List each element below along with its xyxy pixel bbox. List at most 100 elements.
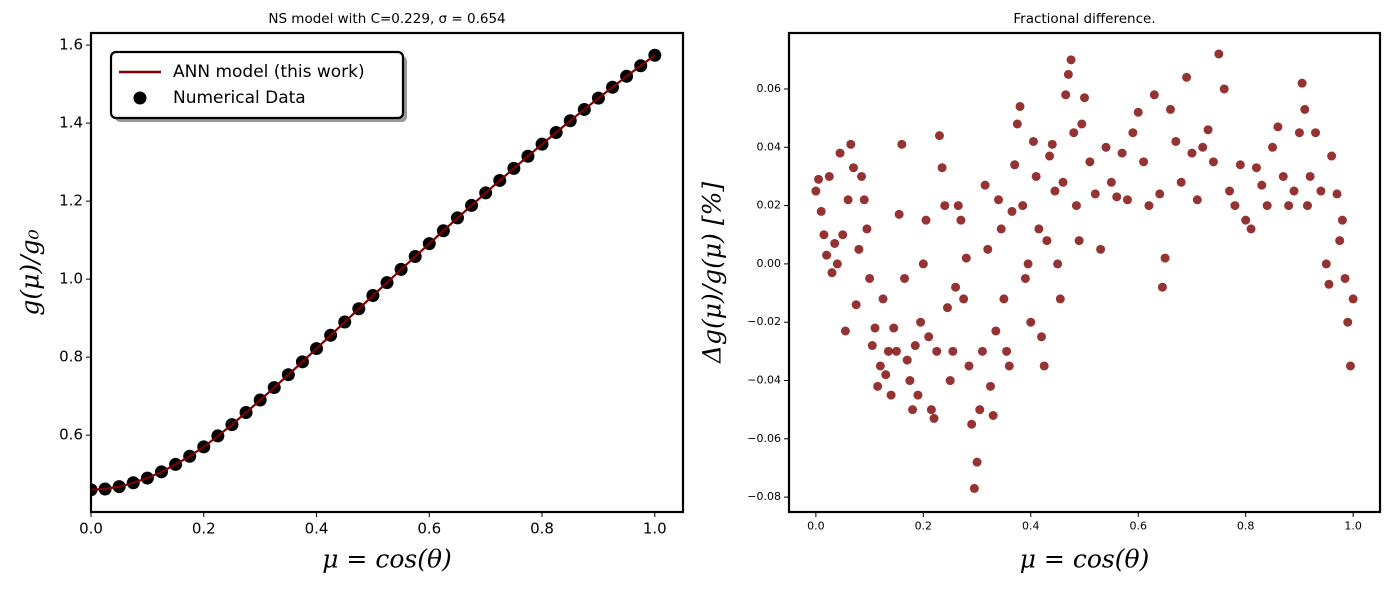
scatter-point <box>977 346 987 356</box>
scatter-point <box>1090 189 1100 199</box>
scatter-point <box>1302 201 1312 211</box>
scatter-point <box>1117 148 1127 158</box>
scatter-point <box>1268 142 1278 152</box>
y-tick-label: 0.00 <box>757 257 782 270</box>
scatter-point <box>1122 195 1132 205</box>
scatter-point <box>1045 151 1055 161</box>
scatter-point <box>840 326 850 336</box>
scatter-point <box>827 268 837 278</box>
scatter-point <box>838 230 848 240</box>
scatter-point <box>1160 253 1170 263</box>
scatter-point <box>1340 273 1350 283</box>
scatter-point <box>835 148 845 158</box>
scatter-point <box>1018 201 1028 211</box>
scatter-point <box>1012 119 1022 129</box>
scatter-point <box>900 273 910 283</box>
scatter-point <box>816 206 826 216</box>
scatter-point <box>1235 160 1245 170</box>
y-tick-label: 0.06 <box>757 82 782 95</box>
plot-area <box>91 48 662 497</box>
plot-area <box>811 49 1358 493</box>
scatter-point <box>1324 279 1334 289</box>
scatter-point <box>1203 125 1213 135</box>
legend-marker <box>133 91 147 105</box>
scatter-point <box>1182 72 1192 82</box>
y-tick-label: 0.8 <box>59 348 83 366</box>
scatter-point <box>1020 273 1030 283</box>
x-axis-label: μ = cos(θ) <box>322 545 452 574</box>
scatter-point <box>830 238 840 248</box>
scatter-point <box>811 186 821 196</box>
scatter-point <box>1023 259 1033 269</box>
axes-frame <box>89 31 685 514</box>
scatter-point <box>1112 192 1122 202</box>
scatter-point <box>1071 201 1081 211</box>
scatter-point <box>1165 104 1175 114</box>
scatter-point <box>953 201 963 211</box>
scatter-point <box>878 294 888 304</box>
y-tick-label: 1.6 <box>59 36 83 54</box>
scatter-point <box>1192 195 1202 205</box>
scatter-point <box>1010 160 1020 170</box>
x-tick-label: 0.6 <box>417 520 441 538</box>
scatter-point <box>1297 78 1307 88</box>
scatter-point <box>1321 259 1331 269</box>
scatter-point <box>862 224 872 234</box>
scatter-point <box>1289 186 1299 196</box>
scatter-point <box>870 323 880 333</box>
x-tick-label: 0.4 <box>305 520 329 538</box>
scatter-point <box>1278 171 1288 181</box>
scatter-point <box>859 195 869 205</box>
scatter-point <box>1058 177 1068 187</box>
scatter-point <box>1007 206 1017 216</box>
scatter-point <box>814 174 824 184</box>
scatter-point <box>1230 201 1240 211</box>
scatter-point <box>945 376 955 386</box>
scatter-point <box>865 273 875 283</box>
x-tick-label: 1.0 <box>1344 520 1362 533</box>
scatter-point <box>1198 142 1208 152</box>
scatter-point <box>926 405 936 415</box>
axes-frame <box>787 31 1382 514</box>
y-axis-label: Δg(μ)/g(μ) [%] <box>698 182 727 364</box>
scatter-point <box>1246 224 1256 234</box>
scatter-point <box>972 457 982 467</box>
scatter-point <box>959 294 969 304</box>
scatter-point <box>897 139 907 149</box>
scatter-point <box>975 405 985 415</box>
x-tick-label: 0.2 <box>915 520 933 533</box>
scatter-point <box>843 195 853 205</box>
scatter-point <box>1066 55 1076 65</box>
scatter-point <box>1055 294 1065 304</box>
scatter-point <box>1037 332 1047 342</box>
scatter-point <box>848 163 858 173</box>
scatter-point <box>1053 259 1063 269</box>
y-tick-label: 1.4 <box>59 114 83 132</box>
scatter-point <box>929 413 939 423</box>
scatter-point <box>832 259 842 269</box>
scatter-point <box>1214 49 1224 59</box>
x-tick-label: 0.4 <box>1022 520 1040 533</box>
scatter-point <box>1063 69 1073 79</box>
scatter-point <box>951 282 961 292</box>
scatter-point <box>932 346 942 356</box>
scatter-point <box>1149 90 1159 100</box>
scatter-point <box>867 341 877 351</box>
y-tick-label: 1.0 <box>59 270 83 288</box>
scatter-point <box>1015 101 1025 111</box>
scatter-point <box>1345 361 1355 371</box>
scatter-point <box>999 294 1009 304</box>
scatter-point <box>1305 171 1315 181</box>
x-tick-label: 0.6 <box>1129 520 1147 533</box>
scatter-point <box>1311 128 1321 138</box>
scatter-point <box>910 341 920 351</box>
y-tick-label: 0.04 <box>757 140 782 153</box>
x-tick-label: 0.2 <box>192 520 216 538</box>
scatter-point <box>1225 186 1235 196</box>
scatter-point <box>996 224 1006 234</box>
scatter-point <box>983 244 993 254</box>
scatter-point <box>964 361 974 371</box>
y-tick-label: 1.2 <box>59 192 83 210</box>
scatter-point <box>1348 294 1358 304</box>
scatter-point <box>1337 215 1347 225</box>
